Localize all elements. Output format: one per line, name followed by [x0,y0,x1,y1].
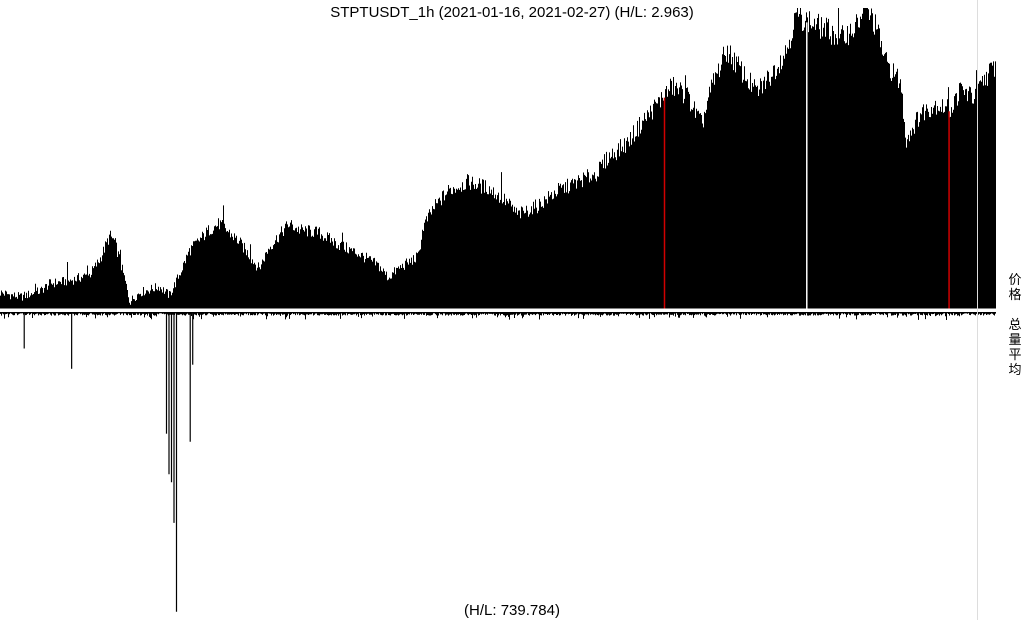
volume-ratio-footer: (H/L: 739.784) [464,602,560,619]
side-label-char: 总 [1008,318,1021,333]
side-label-char: 价 [1008,273,1021,288]
side-label-char: 平 [1008,348,1021,363]
volume-bars-path [0,312,996,320]
chart-title: STPTUSDT_1h (2021-01-16, 2021-02-27) (H/… [330,4,694,21]
side-label-char: 量 [1008,333,1021,348]
price-label: 价格 [1008,273,1021,303]
volume-area [0,312,996,612]
side-label-char: 均 [1008,363,1021,378]
price-markers [663,22,950,309]
side-label-char: 格 [1008,287,1021,303]
